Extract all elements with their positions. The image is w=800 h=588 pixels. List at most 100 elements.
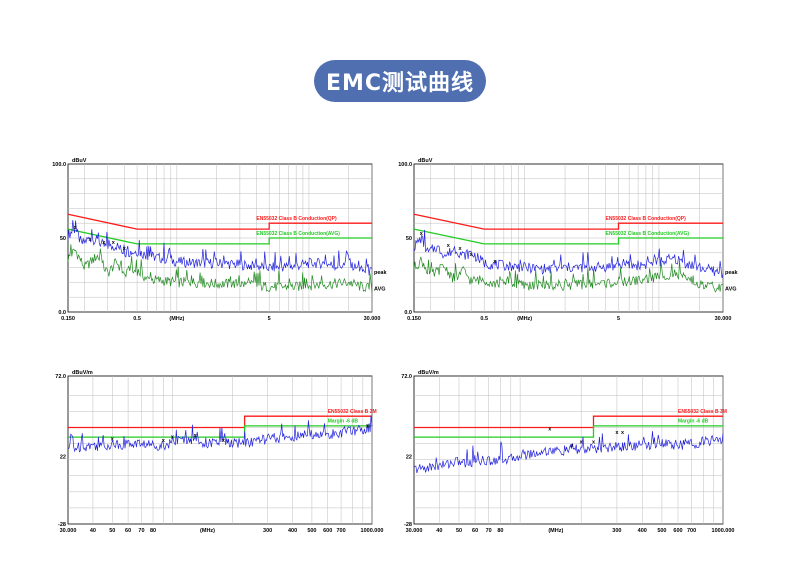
limit-label: Margin -6 dB	[678, 419, 709, 425]
peak-marker: x	[447, 243, 451, 249]
y-unit-label: dBuV/m	[418, 370, 439, 376]
x-tick-label: 700	[687, 528, 696, 534]
limit-label: EN55032 Class B Conduction(AVG)	[256, 231, 340, 237]
y-tick-label: -28	[58, 522, 66, 528]
limit-line	[414, 425, 723, 438]
series-line	[413, 431, 724, 474]
series-line	[67, 415, 373, 453]
x-tick-label: 0.5	[480, 316, 488, 322]
y-unit-label: dBuV	[72, 158, 87, 164]
y-tick-label: 100.0	[52, 162, 66, 168]
peak-marker: x	[74, 225, 78, 231]
y-tick-label: 22	[60, 454, 66, 460]
peak-marker: x	[420, 231, 424, 237]
y-tick-label: 100.0	[398, 162, 412, 168]
x-tick-label: 30.000	[364, 316, 381, 322]
plot-frame	[67, 375, 373, 525]
x-tick-label: 80	[497, 528, 503, 534]
chart-ce-1: 100.0 50 0.0 dBuV 0.150 0.5 5 30.000 (MHz) EN5503…	[52, 158, 387, 322]
x-tick-label: 70	[486, 528, 492, 534]
chart-re-1: 72.0 22 -28 dBuV/m 30.000 40 50 60 70 80 300 400 500…	[55, 370, 384, 534]
x-tick-label: 0.5	[133, 316, 141, 322]
chart-re-2: 72.0 22 -28 dBuV/m 30.000 40 50 60 70 80 300 400 500…	[401, 370, 735, 534]
peak-marker: x	[112, 240, 116, 246]
x-tick-label: 0.150	[407, 316, 421, 322]
x-tick-label: 60	[472, 528, 478, 534]
limit-line	[67, 213, 372, 230]
series-end-label: AVG	[725, 286, 737, 292]
y-tick-label: 22	[406, 454, 412, 460]
x-tick-label: 500	[657, 528, 666, 534]
x-tick-label: 70	[138, 528, 144, 534]
series-line	[413, 229, 724, 278]
limit-label: EN55032 Class B Conduction(QP)	[256, 216, 337, 222]
series-end-label: peak	[725, 270, 738, 276]
y-tick-label: 50	[60, 236, 66, 242]
peak-marker: x	[162, 438, 166, 444]
limit-label: EN55032 Class B 3M	[678, 409, 727, 415]
peak-marker: x	[123, 246, 127, 252]
x-tick-label: 60	[125, 528, 131, 534]
chart-ce-2: 100.0 50 0.0 dBuV 0.150 0.5 5 30.000 (MHz) EN5503…	[398, 158, 738, 322]
limit-line	[413, 213, 723, 230]
x-unit-label: (MHz)	[169, 316, 184, 322]
x-tick-label: 700	[336, 528, 345, 534]
peak-marker: x	[493, 259, 497, 265]
x-tick-label: 5	[268, 316, 271, 322]
x-tick-label: 300	[612, 528, 621, 534]
peak-marker: x	[171, 435, 175, 441]
peak-marker: x	[102, 240, 106, 246]
peak-marker: x	[615, 430, 619, 436]
x-tick-label: 50	[109, 528, 115, 534]
x-tick-label: 30.000	[406, 528, 423, 534]
y-tick-label: 72.0	[401, 374, 412, 380]
x-tick-label: 5	[617, 316, 620, 322]
x-tick-label: 1000.000	[361, 528, 384, 534]
limit-line	[413, 228, 723, 245]
y-tick-label: 0.0	[404, 310, 412, 316]
peak-marker: x	[580, 440, 584, 446]
x-tick-label: 400	[288, 528, 297, 534]
x-tick-label: 0.150	[61, 316, 75, 322]
series-end-label: peak	[374, 270, 387, 276]
y-tick-label: 72.0	[55, 374, 66, 380]
x-tick-label: 400	[638, 528, 647, 534]
x-tick-label: 30.000	[715, 316, 732, 322]
x-tick-label: 1000.000	[712, 528, 735, 534]
limit-label: Margin -6 dB	[328, 419, 359, 425]
limit-label: EN55032 Class B Conduction(QP)	[605, 216, 686, 222]
x-tick-label: 300	[263, 528, 272, 534]
peak-marker: x	[88, 237, 92, 243]
peak-marker: x	[592, 440, 596, 446]
y-tick-label: 0.0	[58, 310, 66, 316]
y-unit-label: dBuV/m	[72, 370, 93, 376]
x-tick-label: 600	[673, 528, 682, 534]
peak-marker: x	[548, 427, 552, 433]
limit-label: EN55032 Class B 3M	[328, 409, 377, 415]
peak-marker: x	[111, 436, 115, 442]
limit-line	[414, 415, 723, 429]
x-tick-label: 500	[307, 528, 316, 534]
limit-line	[68, 415, 372, 429]
x-unit-label: (MHz)	[200, 528, 215, 534]
x-tick-label: 30.000	[60, 528, 77, 534]
y-tick-label: -28	[404, 522, 412, 528]
peak-marker: x	[570, 443, 574, 449]
series-line	[67, 244, 373, 293]
peak-marker: x	[621, 430, 625, 436]
peak-marker: x	[470, 252, 474, 258]
y-unit-label: dBuV	[418, 158, 433, 164]
series-line	[67, 220, 373, 276]
series-line	[413, 256, 724, 293]
limit-label: EN55032 Class B Conduction(AVG)	[605, 231, 689, 237]
x-unit-label: (MHz)	[517, 316, 532, 322]
peak-marker: x	[366, 423, 370, 429]
x-tick-label: 600	[323, 528, 332, 534]
x-tick-label: 40	[90, 528, 96, 534]
y-tick-label: 50	[406, 236, 412, 242]
x-unit-label: (MHz)	[548, 528, 563, 534]
page-title: EMC测试曲线	[314, 60, 486, 102]
peak-marker: x	[194, 433, 198, 439]
limit-line	[67, 228, 372, 245]
plot-frame	[413, 375, 724, 525]
